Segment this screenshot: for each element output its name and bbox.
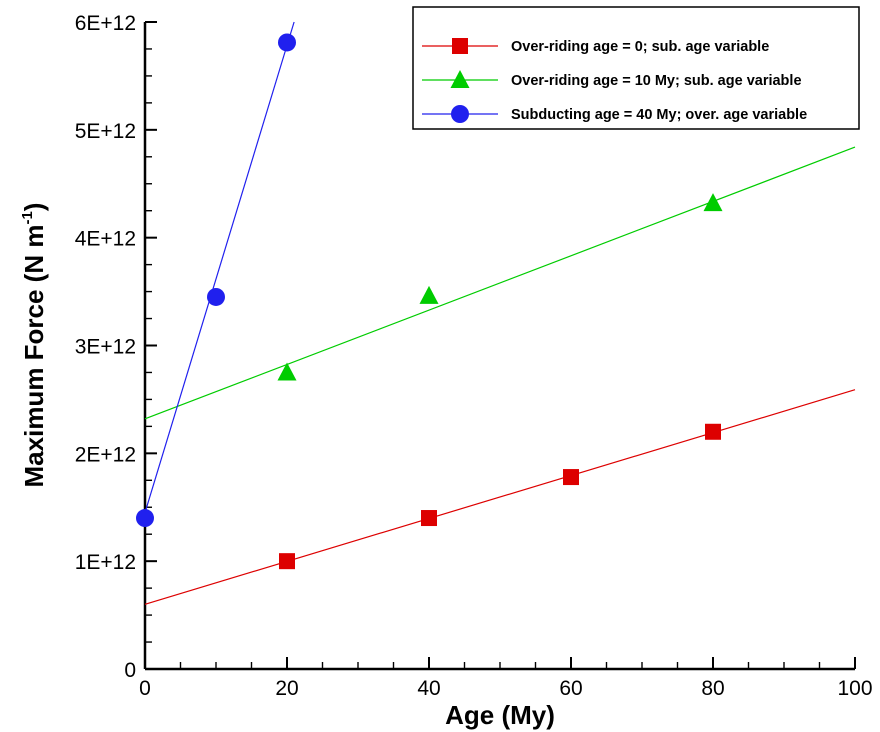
y-axis-title-superscript: -1 [19, 211, 36, 224]
series-1-point [421, 510, 437, 527]
legend-marker-1 [452, 38, 468, 54]
legend-box [412, 6, 860, 130]
y-tick-label: 3E+12 [75, 336, 136, 359]
y-tick-label: 2E+12 [75, 443, 136, 466]
x-tick-label: 0 [139, 677, 151, 700]
ticks: 0 20 40 60 80 100 0 1E+12 2E+12 3E+12 4E+12 5E+12 6E… [75, 12, 873, 700]
legend-marker-2 [450, 70, 470, 88]
series-2-point [703, 193, 723, 212]
x-tick-label: 100 [837, 677, 872, 700]
fit-lines [144, 21, 856, 605]
series-1-point [705, 423, 721, 440]
series-1-point [563, 469, 579, 486]
y-tick-label: 4E+12 [75, 228, 136, 251]
series-2-point [419, 285, 439, 304]
x-tick-label: 80 [701, 677, 724, 700]
y-axis-title-main: Maximum Force (N m [19, 225, 49, 488]
series-3-point [207, 287, 225, 306]
y-tick-label: 5E+12 [75, 120, 136, 143]
series-3-point [136, 509, 154, 528]
markers [136, 33, 723, 570]
x-tick-label: 20 [275, 677, 298, 700]
x-tick-label: 40 [417, 677, 440, 700]
x-tick-label: 60 [559, 677, 582, 700]
series-1-fit-line [144, 389, 856, 605]
y-axis-title-close: ) [19, 203, 49, 212]
y-tick-label: 1E+12 [75, 551, 136, 574]
legend-label-3: Subducting age = 40 My; over. age variab… [511, 107, 807, 123]
series-2-fit-line [144, 146, 856, 420]
legend-entries: Over-riding age = 0; sub. age variable Ov… [422, 38, 807, 123]
series-1-point [279, 553, 295, 570]
y-tick-label: 6E+12 [75, 12, 136, 35]
series-3-point [278, 33, 296, 52]
legend-label-1: Over-riding age = 0; sub. age variable [511, 39, 769, 55]
legend-marker-3 [451, 105, 469, 123]
series-2-point [277, 362, 297, 381]
series-3-fit-line [144, 21, 295, 513]
x-axis-title: Age (My) [445, 700, 555, 730]
y-axis-title: Maximum Force (N m-1) [19, 203, 49, 488]
y-tick-label: 0 [124, 659, 136, 682]
legend: Over-riding age = 0; sub. age variable Ov… [412, 6, 860, 130]
legend-label-2: Over-riding age = 10 My; sub. age variab… [511, 73, 802, 89]
